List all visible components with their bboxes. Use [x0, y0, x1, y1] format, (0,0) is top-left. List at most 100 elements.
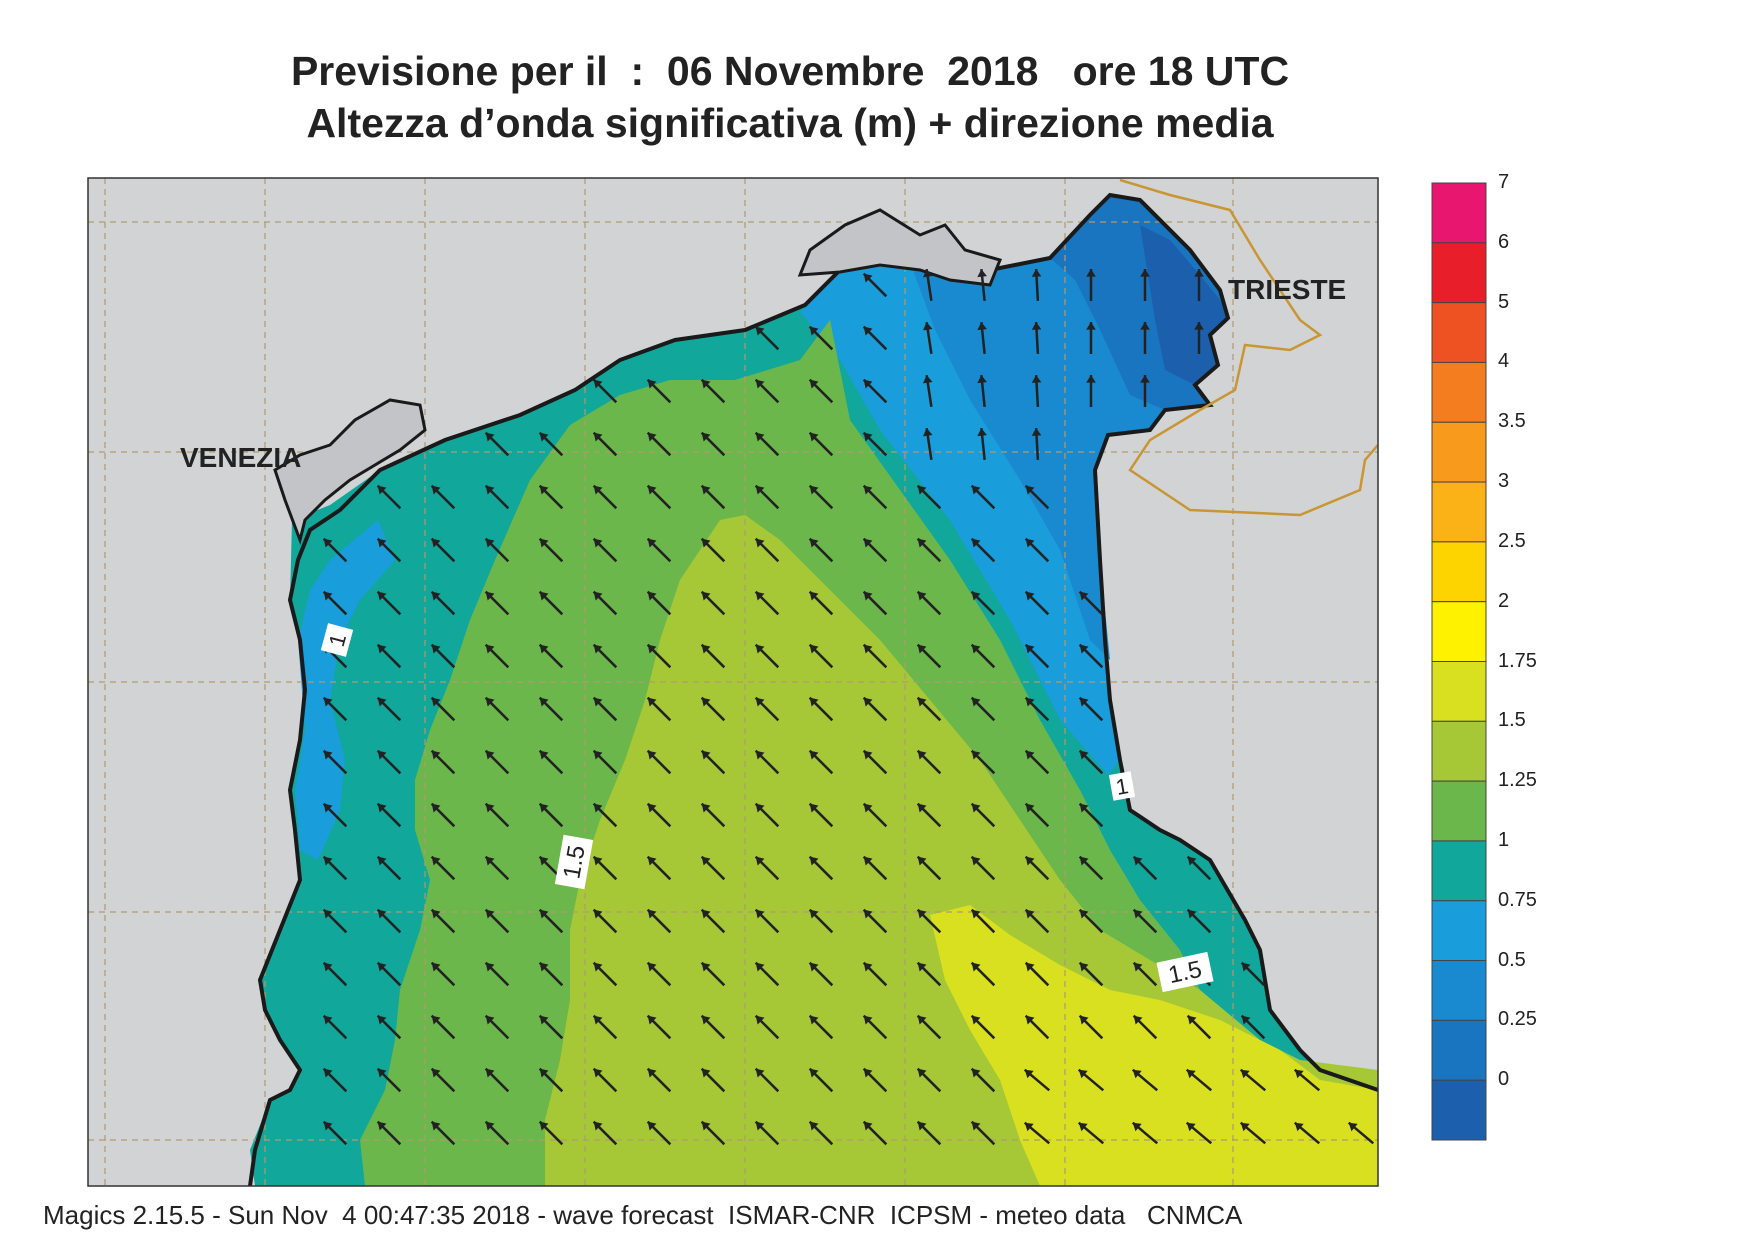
direction-arrow-head — [701, 379, 711, 389]
direction-arrow-head — [971, 962, 981, 972]
direction-arrow-head — [1187, 909, 1197, 919]
direction-arrow-head — [809, 856, 819, 866]
direction-arrow-head — [1132, 1122, 1142, 1132]
direction-arrow-head — [1140, 269, 1150, 277]
direction-arrow-head — [647, 644, 657, 654]
direction-arrow-head — [323, 750, 333, 760]
city-label-trieste: TRIESTE — [1228, 274, 1347, 305]
direction-arrow-head — [755, 538, 765, 548]
direction-arrow-head — [863, 326, 873, 336]
direction-arrow-head — [377, 909, 387, 919]
colorbar-swatch — [1431, 182, 1487, 244]
direction-arrow-head — [755, 485, 765, 495]
direction-arrow-head — [539, 432, 549, 442]
direction-arrow-head — [809, 379, 819, 389]
direction-arrow-head — [863, 644, 873, 654]
direction-arrow-head — [1024, 1069, 1034, 1079]
direction-arrow-head — [1079, 591, 1089, 601]
direction-arrow-head — [485, 697, 495, 707]
direction-arrow-head — [917, 591, 927, 601]
direction-arrow-head — [701, 485, 711, 495]
direction-arrow-head — [647, 962, 657, 972]
direction-arrow-head — [755, 326, 765, 336]
direction-arrow-head — [809, 750, 819, 760]
direction-arrow-head — [809, 697, 819, 707]
direction-arrow-head — [593, 750, 603, 760]
direction-arrow-head — [1133, 909, 1143, 919]
direction-arrow-head — [1025, 591, 1035, 601]
direction-arrow-head — [755, 750, 765, 760]
direction-arrow-head — [863, 1121, 873, 1131]
direction-arrow-head — [431, 909, 441, 919]
title-line-1: Previsione per il : 06 Novembre 2018 ore… — [290, 48, 1290, 94]
colorbar-label: 1.25 — [1498, 769, 1537, 792]
direction-arrow-head — [863, 697, 873, 707]
contour-label-1.5-center: 1.5 — [554, 834, 594, 890]
direction-arrow-head — [922, 322, 933, 331]
direction-arrow-head — [1348, 1122, 1358, 1132]
direction-arrow-head — [485, 485, 495, 495]
direction-arrow-head — [431, 591, 441, 601]
direction-arrow-head — [917, 909, 927, 919]
direction-arrow-head — [917, 962, 927, 972]
direction-arrow-head — [593, 1015, 603, 1025]
direction-arrow-head — [917, 644, 927, 654]
direction-arrow-head — [377, 644, 387, 654]
direction-arrow-head — [863, 591, 873, 601]
direction-arrow-head — [809, 1068, 819, 1078]
direction-arrow-head — [701, 803, 711, 813]
direction-arrow-head — [701, 856, 711, 866]
direction-arrow-head — [485, 1015, 495, 1025]
direction-arrow-head — [377, 591, 387, 601]
direction-arrow-head — [1294, 1069, 1304, 1079]
direction-arrow-head — [647, 909, 657, 919]
direction-arrow-head — [863, 485, 873, 495]
direction-arrow-head — [431, 750, 441, 760]
direction-arrow-head — [863, 803, 873, 813]
direction-arrow-head — [593, 697, 603, 707]
direction-arrow-head — [431, 644, 441, 654]
direction-arrow-head — [922, 375, 933, 384]
direction-arrow-head — [1079, 962, 1089, 972]
direction-arrow-head — [755, 644, 765, 654]
direction-arrow-head — [539, 538, 549, 548]
direction-arrow-head — [922, 428, 933, 437]
direction-arrow-head — [539, 750, 549, 760]
direction-arrow-head — [431, 538, 441, 548]
colorbar-swatch — [1431, 661, 1487, 722]
direction-arrow-head — [1024, 1122, 1034, 1132]
border-line — [1119, 178, 1378, 517]
colorbar-swatch — [1431, 601, 1487, 662]
direction-arrow-head — [701, 1015, 711, 1025]
direction-arrow-head — [809, 1015, 819, 1025]
colorbar-label: 0.25 — [1498, 1008, 1537, 1031]
direction-arrow-head — [1079, 803, 1089, 813]
direction-arrow-head — [323, 591, 333, 601]
direction-arrow-head — [701, 909, 711, 919]
direction-arrow-head — [647, 485, 657, 495]
direction-arrow-head — [863, 962, 873, 972]
direction-arrow-head — [593, 591, 603, 601]
direction-arrow-head — [539, 1068, 549, 1078]
direction-arrow-head — [1186, 1069, 1196, 1079]
colorbar-swatch — [1431, 900, 1487, 962]
direction-arrow-head — [1140, 322, 1150, 330]
direction-arrow-head — [377, 1068, 387, 1078]
direction-arrow-head — [593, 379, 603, 389]
direction-arrow-head — [809, 909, 819, 919]
direction-arrow-head — [593, 538, 603, 548]
direction-arrow-head — [647, 1015, 657, 1025]
colorbar-swatch — [1431, 242, 1487, 304]
direction-arrow-head — [701, 962, 711, 972]
direction-arrow-head — [323, 1015, 333, 1025]
title-line-2: Altezza d’onda significativa (m) + direz… — [306, 100, 1274, 146]
direction-arrow-head — [971, 538, 981, 548]
direction-arrow-head — [485, 856, 495, 866]
direction-arrow-head — [323, 538, 333, 548]
direction-arrow-head — [647, 379, 657, 389]
direction-arrow-head — [971, 909, 981, 919]
colorbar-label: 1.5 — [1498, 709, 1526, 732]
direction-arrow-head — [431, 1121, 441, 1131]
direction-arrow-head — [971, 644, 981, 654]
direction-arrow-head — [485, 644, 495, 654]
